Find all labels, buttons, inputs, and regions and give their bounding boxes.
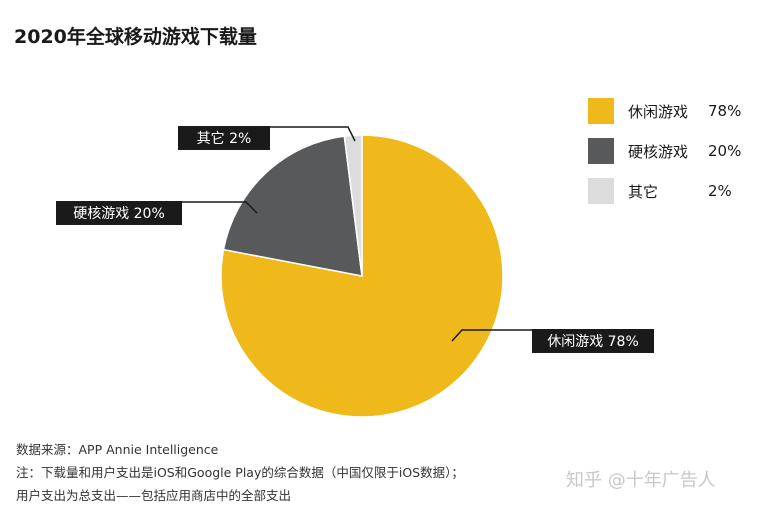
legend-swatch-other xyxy=(588,178,614,204)
callout-box-casual xyxy=(532,329,654,353)
legend-value-other: 2% xyxy=(708,182,732,200)
legend-name-hardcore: 硬核游戏 xyxy=(628,142,689,161)
source-note: 数据来源：APP Annie Intelligence xyxy=(16,442,219,457)
legend-item-casual: 休闲游戏 78% xyxy=(588,98,758,124)
callout-box-hardcore xyxy=(56,201,182,225)
callout-box-other xyxy=(178,126,270,150)
callout-line-other xyxy=(270,126,356,142)
pie-slice-other xyxy=(343,134,363,277)
callout-line-casual xyxy=(451,329,532,342)
note-line-2: 用户支出为总支出——包括应用商店中的全部支出 xyxy=(16,488,292,503)
note-line-1: 注：下载量和用户支出是iOS和Google Play的综合数据（中国仅限于iOS… xyxy=(16,465,464,480)
legend-swatch-casual xyxy=(588,98,614,124)
chart-title: 2020年全球移动游戏下载量 xyxy=(14,26,257,48)
data-label-casual: 休闲游戏 78% xyxy=(547,334,639,350)
legend-item-other: 其它 2% xyxy=(588,178,758,204)
pie-slice-hardcore xyxy=(222,135,363,277)
callout-line-hardcore xyxy=(182,201,258,214)
pie-chart: 休闲游戏 78% 硬核游戏 20% 其它 2% xyxy=(56,126,654,418)
data-label-hardcore: 硬核游戏 20% xyxy=(73,206,165,222)
legend-name-casual: 休闲游戏 xyxy=(628,102,689,121)
legend-value-hardcore: 20% xyxy=(708,142,742,160)
legend-name-other: 其它 xyxy=(628,182,659,201)
legend-swatch-hardcore xyxy=(588,138,614,164)
footer-notes: 数据来源：APP Annie Intelligence 注：下载量和用户支出是i… xyxy=(16,438,464,507)
watermark: 知乎 @十年广告人 xyxy=(566,470,716,491)
data-label-other: 其它 2% xyxy=(197,130,252,147)
legend: 休闲游戏 78% 硬核游戏 20% 其它 2% xyxy=(588,98,758,218)
legend-value-casual: 78% xyxy=(708,102,742,120)
legend-item-hardcore: 硬核游戏 20% xyxy=(588,138,758,164)
